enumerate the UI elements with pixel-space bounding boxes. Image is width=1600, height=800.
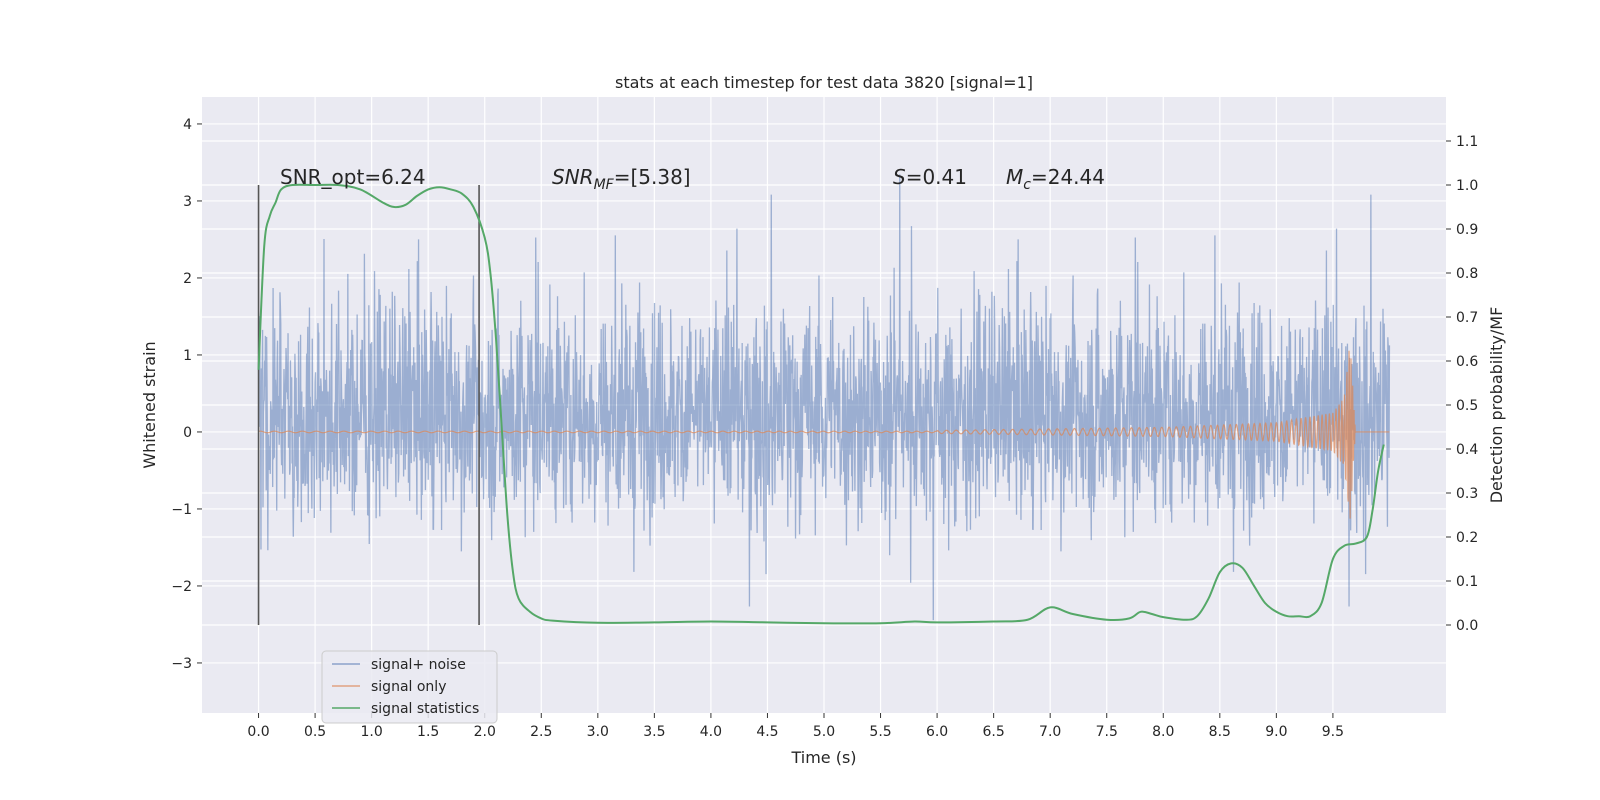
legend: signal+ noise signal only signal statist… <box>321 650 498 724</box>
y-right-tick-label: 0.6 <box>1456 354 1478 370</box>
legend-label-signal-only: signal only <box>371 679 446 695</box>
series-signal-noise-line <box>257 174 1391 621</box>
x-tick-label: 7.5 <box>1096 724 1118 740</box>
y-left-tick-label: 2 <box>183 271 192 287</box>
y-right-tick-label: 0.0 <box>1456 618 1478 634</box>
y-right-tick-label: 0.7 <box>1456 310 1478 326</box>
y-left-tick-label: 4 <box>183 117 192 133</box>
y-right-tick-label: 1.0 <box>1456 178 1478 194</box>
x-axis-label: Time (s) <box>790 748 856 767</box>
y-right-tick-label: 0.1 <box>1456 574 1478 590</box>
series-signal-statistics-line <box>257 183 1385 625</box>
y-left-tick-label: 3 <box>183 194 192 210</box>
y-axis-left-ticks: −3 −2 −1 0 1 2 3 4 <box>171 117 202 672</box>
y-left-tick-label: −3 <box>171 656 192 672</box>
y-axis-right-ticks: 0.0 0.1 0.2 0.3 0.4 0.5 0.6 0.7 0.8 0.9 1.0 1.1 <box>1446 134 1478 634</box>
x-axis-ticks: 0.0 0.5 1.0 1.5 2.0 2.5 3.0 3.5 4.0 4.5 5.0 5.5 6.0 6… <box>247 713 1344 740</box>
x-tick-label: 6.5 <box>983 724 1005 740</box>
legend-label-signal-statistics: signal statistics <box>371 701 479 717</box>
x-tick-label: 9.0 <box>1265 724 1287 740</box>
x-tick-label: 8.5 <box>1209 724 1231 740</box>
y-right-tick-label: 0.8 <box>1456 266 1478 282</box>
x-tick-label: 3.0 <box>587 724 609 740</box>
x-tick-label: 2.5 <box>530 724 552 740</box>
x-tick-label: 6.0 <box>926 724 948 740</box>
legend-box <box>321 650 498 724</box>
x-tick-label: 2.0 <box>474 724 496 740</box>
y-axis-right-label: Detection probability/MF <box>1487 307 1506 504</box>
y-right-tick-label: 1.1 <box>1456 134 1478 150</box>
x-tick-label: 1.5 <box>417 724 439 740</box>
y-right-tick-label: 0.4 <box>1456 442 1478 458</box>
x-tick-label: 9.5 <box>1322 724 1344 740</box>
y-left-tick-label: −1 <box>171 502 192 518</box>
x-tick-label: 4.0 <box>700 724 722 740</box>
y-left-tick-label: 0 <box>183 425 192 441</box>
y-left-tick-label: 1 <box>183 348 192 364</box>
x-tick-label: 3.5 <box>643 724 665 740</box>
annotation-snr-opt: SNR_opt=6.24 <box>280 165 426 189</box>
x-tick-label: 5.0 <box>813 724 835 740</box>
y-right-tick-label: 0.9 <box>1456 222 1478 238</box>
x-tick-label: 5.5 <box>869 724 891 740</box>
x-tick-label: 7.0 <box>1039 724 1061 740</box>
chart-title: stats at each timestep for test data 382… <box>615 73 1033 92</box>
annotation-snr-mf: SNRMF=[5.38] <box>552 165 691 193</box>
x-tick-label: 0.5 <box>304 724 326 740</box>
x-tick-label: 4.5 <box>756 724 778 740</box>
x-tick-label: 0.0 <box>247 724 269 740</box>
legend-label-signal-noise: signal+ noise <box>371 657 466 673</box>
annotation-mc: Mc=24.44 <box>1006 165 1105 193</box>
y-right-tick-label: 0.5 <box>1456 398 1478 414</box>
series-signal-only-line <box>258 350 1390 519</box>
y-left-tick-label: −2 <box>171 579 192 595</box>
y-axis-left-label: Whitened strain <box>140 341 159 468</box>
y-right-tick-label: 0.2 <box>1456 530 1478 546</box>
y-right-tick-label: 0.3 <box>1456 486 1478 502</box>
x-tick-label: 1.0 <box>361 724 383 740</box>
annotation-s: S=0.41 <box>893 165 967 189</box>
x-tick-label: 8.0 <box>1152 724 1174 740</box>
